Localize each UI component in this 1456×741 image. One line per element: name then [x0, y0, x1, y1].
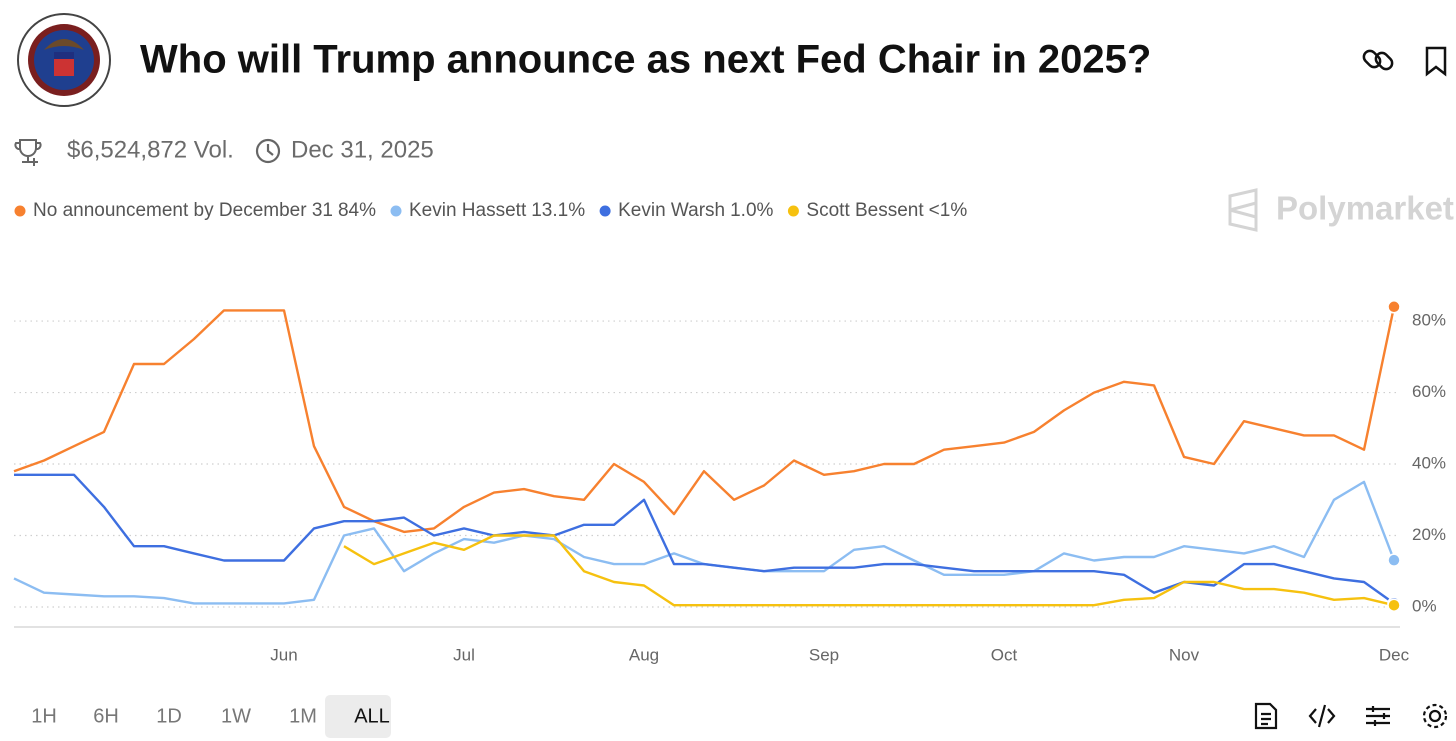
x-tick-label: Jun — [270, 645, 297, 664]
y-tick-label: 80% — [1412, 311, 1446, 330]
legend-name: Scott Bessent — [806, 200, 924, 221]
legend-value: 13.1% — [531, 200, 585, 221]
y-tick-label: 40% — [1412, 454, 1446, 473]
series-line — [13, 480, 1396, 605]
x-tick-label: Jul — [453, 645, 475, 664]
latest-dot — [1387, 300, 1401, 314]
link-icon[interactable] — [1361, 48, 1394, 71]
doc-icon[interactable] — [1254, 702, 1278, 730]
series-line — [343, 534, 1395, 607]
legend-swatch — [14, 205, 26, 217]
trophy-icon — [14, 139, 42, 166]
x-tick-label: Sep — [809, 645, 839, 664]
range-button[interactable]: 1M — [289, 705, 317, 727]
range-button[interactable]: 6H — [93, 705, 119, 727]
settings-icon[interactable] — [1422, 703, 1448, 729]
x-tick-label: Dec — [1379, 645, 1410, 664]
volume: $6,524,872 Vol. — [67, 136, 234, 163]
range-button[interactable]: 1D — [156, 705, 182, 727]
legend: No announcement by December 31 84% Kevin H… — [14, 200, 968, 221]
filter-icon[interactable] — [1366, 706, 1390, 726]
brand-logo — [1228, 188, 1258, 232]
range-button[interactable]: 1H — [31, 705, 57, 727]
y-tick-label: 0% — [1412, 596, 1437, 615]
x-tick-label: Oct — [991, 645, 1018, 664]
legend-value: 1.0% — [730, 200, 773, 221]
legend-swatch — [787, 205, 799, 217]
series-line — [14, 473, 1395, 605]
y-tick-label: 20% — [1412, 525, 1446, 544]
end-date: Dec 31, 2025 — [291, 136, 434, 163]
legend-name: No announcement by December 31 — [33, 200, 333, 221]
legend-swatch — [390, 205, 402, 217]
toolbar-icons — [1254, 702, 1448, 730]
plot: 0% 20% 40% 60% 80% Jun Jul Aug Sep Oct Nov Dec — [13, 300, 1446, 664]
series-line — [13, 306, 1396, 534]
latest-dot — [1387, 553, 1401, 567]
range-buttons: 1H 6H 1D 1W 1M ALL — [31, 695, 391, 738]
legend-swatch — [599, 205, 611, 217]
embed-icon[interactable] — [1308, 704, 1336, 728]
active-button-bg — [325, 695, 391, 738]
title: Who will Trump announce as next Fed Chai… — [140, 38, 1151, 82]
range-button[interactable]: ALL — [354, 705, 390, 727]
legend-name: Kevin Warsh — [618, 200, 725, 221]
latest-dot — [1387, 598, 1401, 612]
x-tick-label: Aug — [629, 645, 659, 664]
y-tick-label: 60% — [1412, 382, 1446, 401]
bookmark-icon[interactable] — [1425, 46, 1447, 77]
brand-name: Polymarket — [1276, 190, 1454, 227]
fed-logo — [17, 13, 111, 107]
legend-name: Kevin Hassett — [409, 200, 527, 221]
legend-value: <1% — [929, 200, 968, 221]
legend-value: 84% — [338, 200, 376, 221]
clock-icon — [255, 138, 281, 164]
range-button[interactable]: 1W — [221, 705, 251, 727]
x-tick-label: Nov — [1169, 645, 1200, 664]
